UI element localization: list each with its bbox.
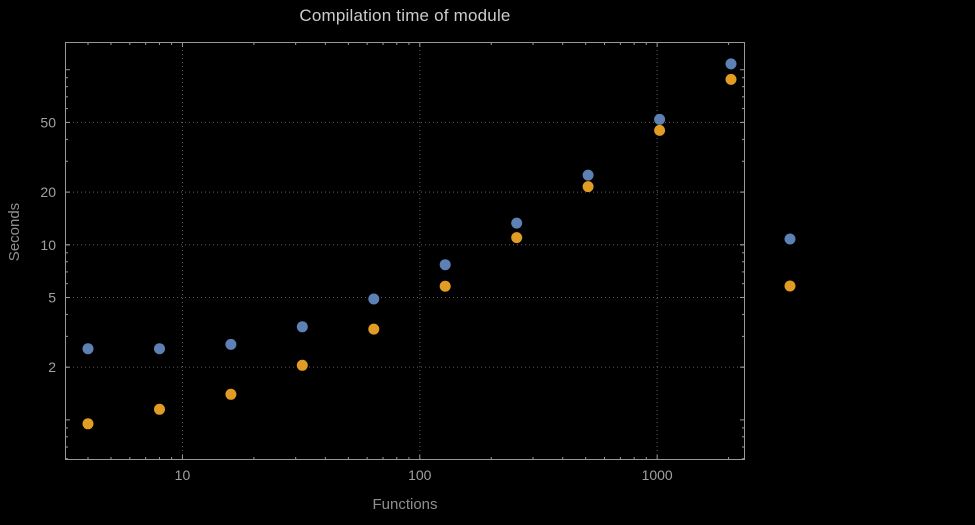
y-tick-label: 10 <box>40 237 56 253</box>
data-point-blue <box>82 343 94 355</box>
data-point-blue <box>511 217 523 229</box>
x-axis-label: Functions <box>372 496 438 513</box>
y-tick-label: 20 <box>40 184 56 200</box>
data-point-orange <box>225 388 237 400</box>
y-tick-label: 50 <box>40 114 56 130</box>
x-tick-label: 10 <box>175 467 191 483</box>
y-tick-label: 5 <box>48 290 56 306</box>
x-tick-label: 1000 <box>642 467 673 483</box>
data-point-orange <box>725 73 737 85</box>
data-point-blue <box>439 259 451 271</box>
legend-marker-orange <box>784 280 796 292</box>
data-point-orange <box>439 280 451 292</box>
y-axis-label: Seconds <box>6 202 23 262</box>
data-point-orange <box>582 181 594 193</box>
data-point-orange <box>368 323 380 335</box>
data-point-orange <box>154 403 165 415</box>
data-point-blue <box>296 321 308 333</box>
data-point-blue <box>582 169 594 181</box>
data-point-blue <box>725 58 737 70</box>
data-point-blue <box>368 293 380 305</box>
chart-title: Compilation time of module <box>299 6 511 25</box>
data-point-blue <box>225 338 237 350</box>
plot-frame <box>65 42 745 460</box>
data-point-blue <box>154 343 165 355</box>
legend-marker-blue <box>784 233 796 245</box>
x-tick-label: 100 <box>408 467 432 483</box>
data-point-orange <box>654 124 666 136</box>
data-point-orange <box>82 418 94 430</box>
data-point-blue <box>654 113 666 125</box>
y-tick-label: 2 <box>48 359 56 375</box>
data-point-orange <box>296 359 308 371</box>
data-point-orange <box>511 232 523 244</box>
